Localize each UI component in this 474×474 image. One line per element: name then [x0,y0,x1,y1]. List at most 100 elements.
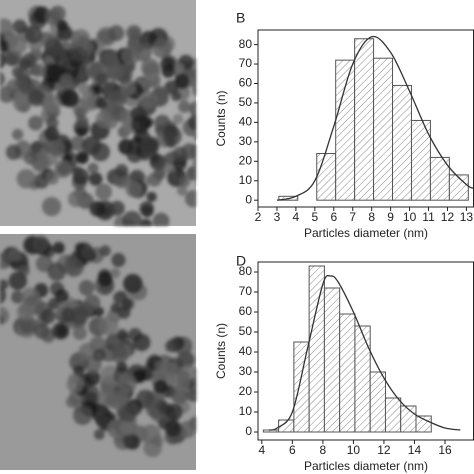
particle [48,140,66,157]
particle [187,115,196,131]
particle [195,180,196,187]
particle [100,50,118,68]
particle [139,218,153,226]
x-axis-label: Particles diameter (nm) [304,226,428,240]
particle [116,328,128,340]
particle [170,90,182,102]
y-tick-label: 70 [239,56,253,70]
particle [164,420,182,438]
y-tick-label: 80 [239,37,253,51]
particle [42,94,61,114]
particle [172,146,188,163]
particle [72,325,87,341]
particle [46,116,59,130]
particle [196,76,213,93]
particle [12,19,28,34]
particle [78,280,95,296]
bar [339,313,356,433]
x-tick-label: 11 [422,210,435,224]
particle [194,392,196,403]
particle [121,46,140,65]
particle [52,241,65,254]
particle [146,191,157,202]
particle [24,25,43,44]
bar [369,371,386,433]
particle [87,162,99,174]
particle [89,200,106,217]
panel-label: B [236,10,245,26]
particle [29,48,43,62]
x-tick-label: 13 [460,210,474,224]
particle [153,379,168,394]
particle-group [65,328,212,458]
particle [70,135,86,152]
particle [0,40,10,52]
particle [92,348,106,362]
particle [184,190,196,208]
particle [95,97,108,109]
bar [316,153,337,201]
y-tick-label: 70 [239,284,253,298]
particle [5,144,22,160]
particle [61,89,80,108]
particle [154,360,167,373]
particle [48,297,61,310]
particle [8,271,28,291]
particle [7,35,28,55]
particle [110,302,121,313]
y-axis-label: Counts (n) [214,90,228,146]
particle [91,142,111,162]
particle [112,292,125,304]
particle [139,201,155,216]
particle [133,333,151,352]
particle [15,67,31,83]
particle [125,180,143,198]
particle [93,428,105,440]
particle [167,174,178,186]
particle [194,132,196,142]
bar [354,38,375,201]
particle [108,89,128,108]
y-tick-label: 60 [239,304,253,318]
particle [176,185,188,196]
x-axis-label: Particles diameter (nm) [304,459,428,473]
particle [145,399,164,418]
y-axis-label: Counts (n) [214,323,228,379]
particle [118,139,134,155]
fit-curve [269,274,461,431]
particle [72,165,83,177]
particle [111,253,126,268]
particle [115,164,129,178]
particle [92,84,104,96]
particle [186,165,196,181]
particle [12,128,24,141]
particle [70,306,89,325]
y-tick-label: 50 [239,95,253,109]
particle [0,286,7,305]
particle [75,115,89,128]
particle [145,72,162,89]
x-tick-label: 2 [255,210,262,224]
particle [147,172,162,187]
particle [33,173,50,189]
particle [141,58,160,77]
particle [203,150,220,167]
particle [95,72,109,86]
particle [108,390,128,410]
particle [196,378,212,394]
particle [65,258,84,277]
particle [31,62,46,78]
particle [95,110,112,128]
particle [194,379,196,391]
y-tick-label: 40 [239,115,253,129]
particle [166,338,181,353]
bar [384,397,402,433]
particle [186,389,196,402]
particle [54,159,73,179]
particle [200,80,215,95]
particle [123,432,140,450]
particle [11,290,25,304]
particle [16,169,37,189]
particle [178,420,196,438]
